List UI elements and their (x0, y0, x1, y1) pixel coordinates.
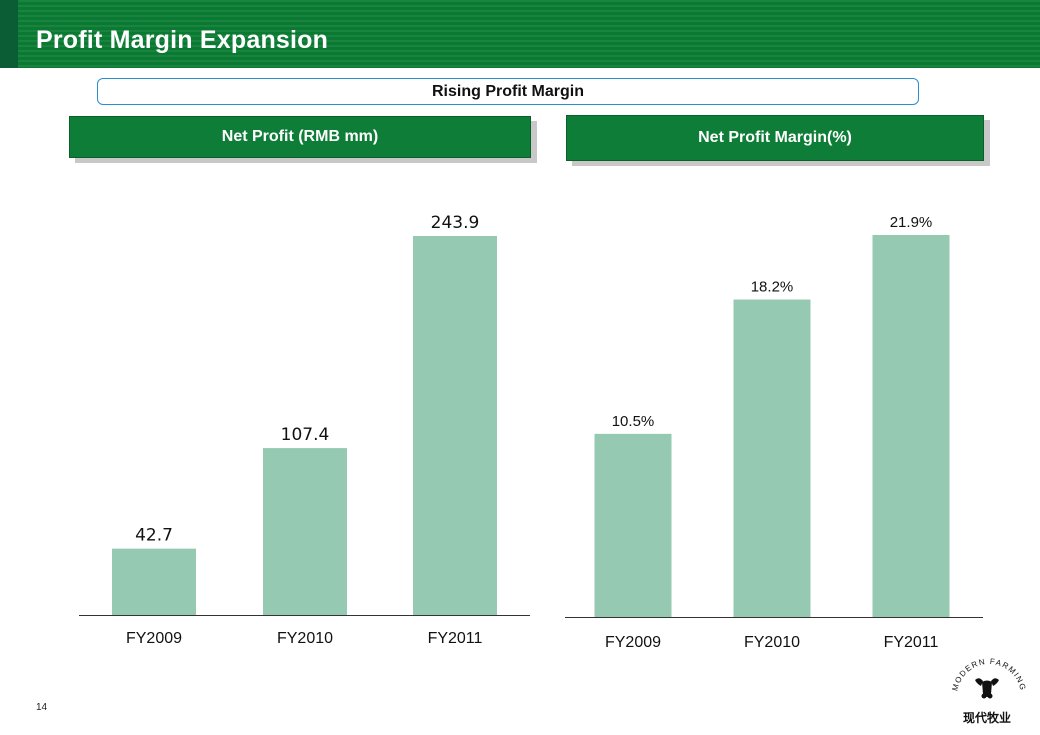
net-profit-category-label: FY2010 (277, 630, 333, 647)
margin-category-label: FY2009 (605, 634, 661, 651)
header-bar: Profit Margin Expansion (0, 0, 1040, 68)
margin-bar-fy2011 (872, 235, 950, 617)
net-profit-bar-fy2011 (413, 236, 497, 615)
page-title: Profit Margin Expansion (36, 26, 329, 54)
modern-farming-logo: MODERN FARMING 现代牧业 (950, 657, 1026, 725)
margin-value-label: 21.9% (890, 214, 933, 231)
margin-bar-fy2010 (733, 299, 811, 617)
page-number: 14 (36, 702, 48, 713)
net-profit-panel-header: Net Profit (RMB mm) (69, 116, 531, 158)
margin-value-label: 18.2% (751, 279, 794, 296)
net-profit-category-label: FY2011 (428, 630, 483, 647)
margin-category-label: FY2011 (884, 634, 939, 651)
margin-value-label: 10.5% (612, 413, 655, 430)
net-profit-margin-panel-header: Net Profit Margin(%) (566, 115, 984, 161)
net-profit-value-label: 107.4 (281, 425, 330, 445)
net-profit-bar-fy2009 (112, 548, 196, 615)
net-profit-value-label: 243.9 (431, 213, 480, 233)
rising-profit-banner: Rising Profit Margin (97, 78, 919, 105)
cow-head-icon (975, 678, 999, 699)
header-accent-stripe (0, 0, 18, 68)
margin-category-label: FY2010 (744, 634, 800, 651)
net-profit-bar-fy2010 (263, 448, 347, 615)
logo-text-cn: 现代牧业 (963, 710, 1011, 725)
margin-bar-fy2009 (594, 433, 672, 617)
net-profit-category-label: FY2009 (126, 630, 182, 647)
net-profit-value-label: 42.7 (135, 526, 173, 546)
